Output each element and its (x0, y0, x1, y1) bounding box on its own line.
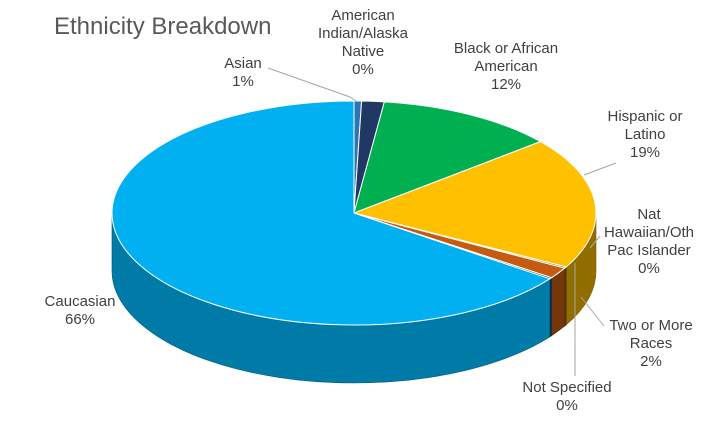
slice-name-line: Nat (637, 206, 661, 223)
chart-title: Ethnicity Breakdown (54, 13, 271, 40)
pie-tops (111, 100, 597, 326)
slice-percent-label: 12% (491, 76, 521, 93)
slice-name-line: American (331, 7, 394, 24)
slice-name-line: Asian (224, 55, 262, 72)
slice-name-line: Hawaiian/Oth (604, 224, 694, 241)
slice-name-line: Not Specified (522, 379, 611, 396)
slice-name-line: Pac Islander (607, 242, 690, 259)
pie-slice-caucasian (111, 100, 551, 326)
slice-label-caucasian: Caucasian 66% (45, 293, 116, 328)
slice-name-line: American (474, 58, 537, 75)
slice-label-american-indian-alaska-native: American Indian/Alaska Native 0% (318, 7, 409, 78)
slice-name-line: Hispanic or (607, 108, 682, 125)
leader-line-two-or-more-races (580, 296, 605, 327)
slice-percent-label: 66% (65, 311, 95, 328)
leader-line-asian (267, 67, 357, 102)
slice-percent-label: 1% (232, 73, 254, 90)
slice-name-line: Native (342, 43, 385, 60)
slice-percent-label: 0% (352, 61, 374, 78)
pie-slice-hispanic-or-latino (352, 141, 597, 268)
slice-percent-label: 0% (638, 260, 660, 277)
leader-line-hispanic-or-latino (583, 162, 617, 176)
slice-name-line: Black or African (454, 40, 558, 57)
leader-line-nat-hawaiian-oth-pac-islander (589, 235, 601, 249)
slice-label-two-or-more-races: Two or More Races 2% (609, 317, 692, 370)
pie-side-two-or-more-races (551, 267, 565, 337)
slice-name-line: Indian/Alaska (318, 25, 409, 42)
slice-label-asian: Asian 1% (224, 55, 262, 90)
leader-lines (267, 67, 617, 376)
slice-label-nat-hawaiian-oth-pac-islander: Nat Hawaiian/Oth Pac Islander 0% (604, 206, 694, 277)
slice-percent-label: 19% (630, 144, 660, 161)
slice-label-not-specified: Not Specified 0% (522, 379, 611, 414)
slice-label-hispanic-or-latino: Hispanic or Latino 19% (607, 108, 682, 161)
pie-slice-black-or-african-american (353, 101, 542, 214)
slice-percent-label: 0% (556, 397, 578, 414)
slice-labels: Asian 1%American Indian/Alaska Native 0%Blac… (45, 7, 694, 414)
slice-name-line: Latino (625, 126, 666, 143)
slice-label-black-or-african-american: Black or African American 12% (454, 40, 558, 93)
slice-name-line: Races (630, 335, 673, 352)
slice-name-line: Two or More (609, 317, 692, 334)
slice-name-line: Caucasian (45, 293, 116, 310)
slice-percent-label: 2% (640, 353, 662, 370)
